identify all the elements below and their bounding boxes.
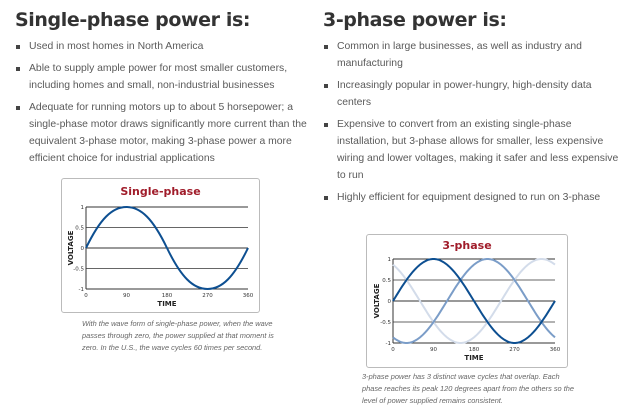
svg-text:-0.5: -0.5 [380,320,391,326]
three-phase-heading: 3-phase power is: [323,9,507,31]
svg-text:-1: -1 [386,341,391,347]
svg-text:360: 360 [550,347,561,353]
svg-text:270: 270 [509,347,520,353]
list-item: Expensive to convert from an existing si… [323,116,623,184]
svg-text:VOLTAGE: VOLTAGE [67,230,75,265]
svg-text:1: 1 [81,205,85,211]
bullet-icon [16,106,20,110]
list-item: Adequate for running motors up to about … [15,99,315,167]
svg-text:270: 270 [202,293,213,299]
three-phase-plot: 1 0.5 0 -0.5 -1 0 90 180 270 360 TIME VO… [373,257,561,362]
single-phase-caption: With the wave form of single-phase power… [82,319,274,352]
svg-text:0: 0 [84,293,88,299]
single-phase-heading: Single-phase power is: [15,9,251,31]
svg-text:90: 90 [430,347,437,353]
bullet-icon [16,67,20,71]
list-item: Common in large businesses, as well as i… [323,38,623,72]
bullet-icon [324,123,328,127]
single-phase-section: Single-phase power is: Used in most home… [15,0,315,172]
svg-text:180: 180 [469,347,480,353]
three-phase-list: Common in large businesses, as well as i… [323,38,623,206]
svg-text:TIME: TIME [464,354,483,362]
svg-text:360: 360 [243,293,254,299]
svg-text:0: 0 [81,246,85,252]
three-phase-caption: 3-phase power has 3 distinct wave cycles… [362,372,574,405]
svg-text:1: 1 [388,257,392,263]
bullet-icon [324,196,328,200]
list-item: Increasingly popular in power-hungry, hi… [323,77,623,111]
chart-title: 3-phase [442,239,492,252]
list-item: Used in most homes in North America [15,38,315,55]
svg-text:VOLTAGE: VOLTAGE [373,283,381,318]
bullet-icon [324,45,328,49]
list-item: Able to supply ample power for most smal… [15,60,315,94]
chart-title: Single-phase [120,185,201,198]
three-phase-section: 3-phase power is: Common in large busine… [323,0,623,211]
svg-text:180: 180 [162,293,173,299]
single-phase-list: Used in most homes in North America Able… [15,38,315,167]
svg-text:0: 0 [388,299,392,305]
list-item: Highly efficient for equipment designed … [323,189,623,206]
svg-text:0: 0 [391,347,395,353]
svg-text:0.5: 0.5 [75,226,84,232]
single-phase-chart: Single-phase 1 0.5 0 -0.5 -1 0 90 180 27… [61,178,260,313]
single-phase-plot: 1 0.5 0 -0.5 -1 0 90 180 270 360 TIME VO… [67,205,254,308]
svg-text:0.5: 0.5 [382,278,391,284]
svg-text:TIME: TIME [157,300,176,308]
svg-text:90: 90 [123,293,130,299]
three-phase-chart: 3-phase 1 0.5 0 -0.5 -1 0 90 180 270 360… [366,234,568,368]
svg-text:-0.5: -0.5 [73,267,84,273]
bullet-icon [16,45,20,49]
bullet-icon [324,84,328,88]
svg-text:-1: -1 [79,287,84,293]
